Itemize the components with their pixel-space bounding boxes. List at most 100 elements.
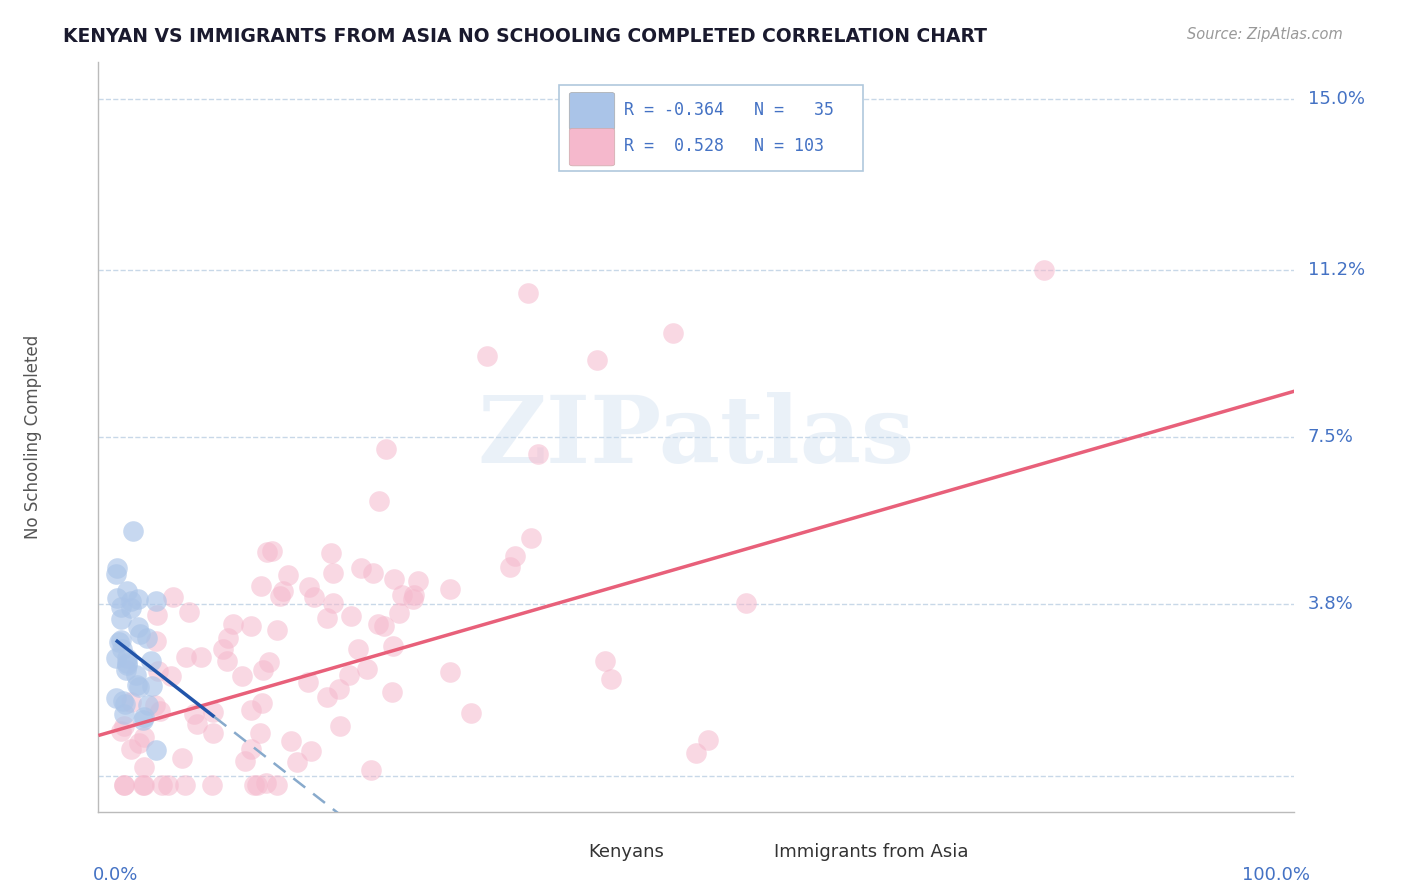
Point (347, 641, 370, 656)
Point (112, 707, 135, 722)
Point (322, 566, 344, 580)
Text: 100.0%: 100.0% (1241, 866, 1310, 884)
Point (107, 635, 129, 649)
Text: 15.0%: 15.0% (1308, 89, 1365, 108)
Point (170, 751, 193, 765)
Point (128, 736, 150, 750)
Point (356, 662, 378, 676)
Point (374, 442, 396, 456)
Text: No Schooling Completed: No Schooling Completed (24, 335, 42, 539)
FancyBboxPatch shape (531, 830, 576, 855)
Point (145, 594, 167, 608)
Point (368, 493, 391, 508)
Point (114, 697, 136, 711)
Point (127, 592, 149, 607)
Point (201, 725, 224, 739)
Point (132, 713, 155, 727)
Point (146, 664, 169, 678)
Point (132, 778, 155, 792)
Point (361, 566, 384, 580)
Point (439, 582, 461, 596)
Point (1033, 263, 1056, 277)
Point (120, 695, 142, 709)
Point (382, 572, 405, 586)
Point (162, 590, 184, 604)
Point (586, 353, 609, 368)
Point (110, 632, 132, 647)
Point (316, 690, 339, 704)
Point (105, 567, 128, 582)
Point (367, 616, 389, 631)
Point (105, 560, 128, 574)
Point (257, 655, 280, 669)
Text: Immigrants from Asia: Immigrants from Asia (773, 843, 969, 861)
Point (110, 600, 132, 615)
Point (215, 654, 238, 668)
Point (661, 326, 683, 341)
Point (593, 654, 616, 668)
Point (190, 650, 212, 665)
Point (145, 634, 167, 648)
Point (115, 656, 138, 670)
Point (246, 778, 269, 792)
Point (141, 679, 163, 693)
Point (174, 649, 197, 664)
Point (329, 719, 352, 733)
Point (105, 591, 128, 606)
Point (105, 650, 128, 665)
Point (115, 583, 138, 598)
Point (115, 657, 138, 672)
Point (402, 591, 425, 606)
Point (322, 596, 344, 610)
Point (685, 746, 707, 760)
Point (249, 579, 271, 593)
Point (115, 650, 138, 665)
Point (139, 654, 162, 668)
Point (240, 619, 263, 633)
Point (179, 605, 201, 619)
Point (115, 663, 138, 677)
Point (388, 606, 411, 620)
Point (120, 742, 142, 756)
Point (277, 568, 299, 582)
Point (273, 583, 295, 598)
Text: 11.2%: 11.2% (1308, 261, 1365, 279)
Point (111, 642, 134, 657)
FancyBboxPatch shape (723, 830, 768, 855)
Point (128, 680, 150, 694)
Point (404, 588, 426, 602)
Point (217, 631, 239, 645)
Point (231, 669, 253, 683)
Point (146, 607, 169, 622)
Point (516, 285, 538, 300)
Point (239, 742, 262, 756)
FancyBboxPatch shape (569, 128, 614, 166)
Point (519, 532, 541, 546)
Point (112, 693, 135, 707)
Text: ZIPatlas: ZIPatlas (478, 392, 914, 482)
Point (125, 668, 148, 682)
Point (337, 668, 360, 682)
Text: Kenyans: Kenyans (589, 843, 664, 861)
Point (149, 704, 172, 718)
Point (145, 742, 167, 756)
Text: R = -0.364   N =   35: R = -0.364 N = 35 (624, 101, 834, 119)
Point (212, 642, 235, 657)
Point (150, 778, 173, 792)
FancyBboxPatch shape (558, 85, 863, 171)
Point (350, 561, 373, 575)
Point (260, 544, 283, 558)
Point (316, 611, 339, 625)
Point (285, 755, 308, 769)
Point (252, 696, 274, 710)
Point (136, 698, 159, 712)
Point (252, 663, 274, 677)
Point (120, 600, 142, 615)
Point (127, 620, 149, 634)
Point (304, 591, 326, 605)
Text: 3.8%: 3.8% (1308, 595, 1354, 613)
Point (128, 626, 150, 640)
Point (340, 609, 363, 624)
Point (735, 596, 758, 610)
Point (256, 545, 278, 559)
